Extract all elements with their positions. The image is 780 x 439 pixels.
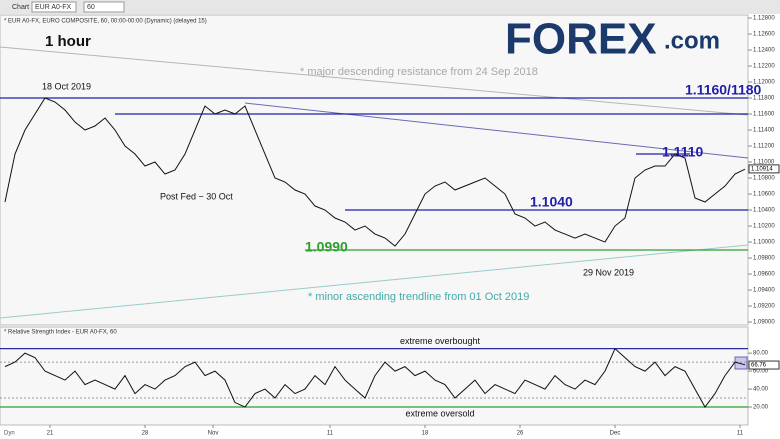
symbol-box[interactable]	[31, 1, 77, 13]
rsi-tick-label: 80.00	[753, 351, 769, 357]
price-panel	[0, 14, 749, 326]
annotation: Post Fed ~ 30 Oct	[160, 191, 233, 201]
rsi-tick-label: 20.00	[753, 405, 769, 411]
annotation: * minor ascending trendline from 01 Oct …	[308, 291, 529, 303]
x-tick-label: 11	[737, 431, 744, 437]
price-tick-label: 1.10800	[753, 176, 775, 182]
level-label: 1.0990	[305, 239, 348, 255]
annotation: 29 Nov 2019	[583, 267, 634, 277]
x-tick-label: 26	[517, 431, 524, 437]
price-tick-label: 1.11000	[753, 160, 775, 166]
interval-box[interactable]	[83, 1, 125, 13]
level-label: 1.1040	[530, 194, 573, 210]
x-tick-label: 28	[142, 431, 149, 437]
price-tick-label: 1.11600	[753, 112, 775, 118]
price-tick-label: 1.11800	[753, 96, 775, 102]
corner-label: Dyn	[4, 431, 15, 437]
ascending-trendline	[0, 244, 749, 319]
toolbar-tab[interactable]: Chart	[12, 4, 29, 11]
rsi-tick-label: 60.00	[753, 369, 769, 375]
rsi-level-label: extreme overbought	[400, 336, 481, 346]
price-tick-label: 1.12600	[753, 32, 775, 38]
rsi-highlight	[734, 356, 748, 370]
toolbar-symbol[interactable]: EUR A0-FX	[35, 4, 72, 11]
annotation: * major descending resistance from 24 Se…	[300, 66, 538, 78]
x-tick-label: 21	[47, 431, 54, 437]
major-resistance-line	[0, 46, 749, 116]
x-tick-label: Dec	[610, 431, 621, 437]
price-tick-label: 1.12000	[753, 80, 775, 86]
logo-suffix: .com	[664, 27, 720, 54]
price-tick-label: 1.11400	[753, 128, 775, 134]
last-value-label: 66.76	[751, 363, 767, 369]
chart-title: * EUR A0-FX, EURO COMPOSITE, 60, 00:00-0…	[4, 19, 207, 25]
price-tick-label: 1.12800	[753, 16, 775, 22]
price-tick-label: 1.12200	[753, 64, 775, 70]
level-label: 1.1110	[662, 144, 703, 160]
price-tick-label: 1.10600	[753, 192, 775, 198]
rsi-tick-label: 40.00	[753, 387, 769, 393]
toolbar	[0, 0, 780, 14]
logo: FOREX	[505, 15, 657, 64]
rsi-level-label: extreme oversold	[405, 408, 474, 418]
x-tick-label: Nov	[208, 431, 219, 437]
rsi-title: * Relative Strength Index - EUR A0-FX, 6…	[4, 330, 117, 336]
price-tick-label: 1.10000	[753, 240, 775, 246]
level-label: 1.1160/1180	[685, 82, 762, 98]
last-value-box	[748, 360, 780, 370]
price-tick-label: 1.11200	[753, 144, 775, 150]
resistance-line	[244, 102, 749, 159]
rsi-panel	[0, 326, 749, 426]
price-tick-label: 1.09000	[753, 320, 775, 326]
x-tick-label: 18	[422, 431, 429, 437]
price-tick-label: 1.09400	[753, 288, 775, 294]
x-tick-label: 11	[327, 431, 334, 437]
last-value-box	[748, 164, 780, 174]
series-line	[4, 97, 746, 247]
series-line	[4, 347, 746, 408]
price-tick-label: 1.09200	[753, 304, 775, 310]
timeframe: 1 hour	[45, 33, 91, 50]
price-tick-label: 1.12400	[753, 48, 775, 54]
price-tick-label: 1.10400	[753, 208, 775, 214]
toolbar-interval[interactable]: 60	[87, 4, 95, 11]
price-tick-label: 1.10200	[753, 224, 775, 230]
price-tick-label: 1.09600	[753, 272, 775, 278]
price-tick-label: 1.09800	[753, 256, 775, 262]
annotation: 18 Oct 2019	[42, 81, 91, 91]
last-value-label: 1.10914	[751, 166, 773, 172]
